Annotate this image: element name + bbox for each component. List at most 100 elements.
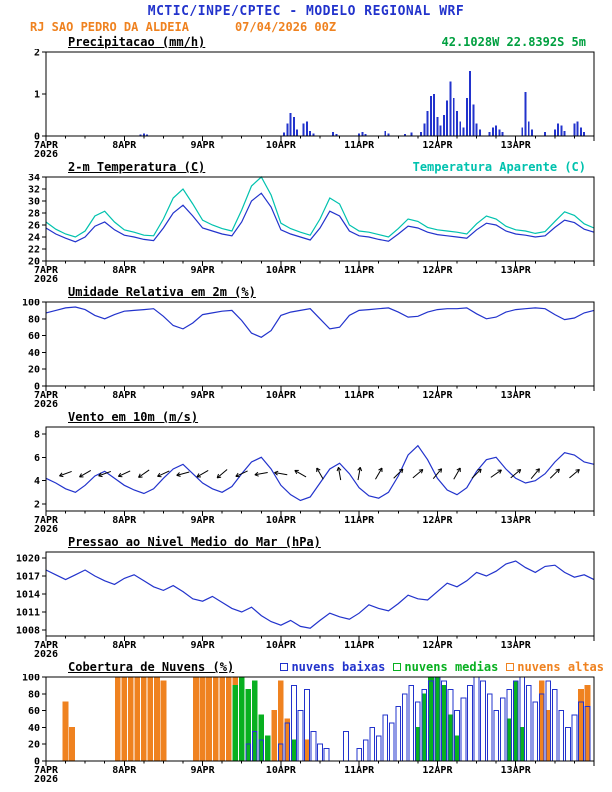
- svg-text:26: 26: [28, 221, 40, 232]
- panel-pressure: Pressao ao Nivel Medio do Mar (hPa) 1008…: [0, 534, 612, 659]
- svg-text:0: 0: [34, 132, 40, 143]
- panel-title-humidity: Umidade Relativa em 2m (%): [68, 285, 256, 299]
- svg-text:6: 6: [34, 453, 40, 464]
- svg-text:12APR: 12APR: [422, 140, 453, 151]
- panel-wind: Vento em 10m (m/s) 2 4 6 8 7APR 8APR 9APR 10APR…: [0, 409, 612, 534]
- legend-apparent-temperature: Temperatura Aparente (C): [412, 160, 586, 174]
- svg-text:40: 40: [28, 723, 40, 734]
- svg-text:9APR: 9APR: [191, 140, 216, 151]
- svg-text:4: 4: [34, 476, 40, 487]
- svg-text:9APR: 9APR: [191, 265, 216, 276]
- svg-text:8: 8: [34, 430, 40, 441]
- svg-text:32: 32: [28, 185, 40, 196]
- panel-humidity: Umidade Relativa em 2m (%) 0 20 40 60 80 100 7…: [0, 284, 612, 409]
- legend-swatch-nuvens-baixas: [280, 663, 289, 671]
- svg-text:10APR: 10APR: [266, 390, 297, 401]
- svg-text:2: 2: [34, 500, 40, 511]
- svg-text:13APR: 13APR: [501, 515, 532, 526]
- svg-text:24: 24: [28, 233, 40, 244]
- svg-text:9APR: 9APR: [191, 765, 216, 776]
- station-name: RJ SAO PEDRO DA ALDEIA: [30, 20, 189, 34]
- page-header: MCTIC/INPE/CPTEC - MODELO REGIONAL WRF R…: [0, 0, 612, 34]
- svg-text:1020: 1020: [16, 554, 40, 565]
- svg-text:2: 2: [34, 49, 40, 59]
- svg-text:2026: 2026: [34, 149, 58, 159]
- svg-text:11APR: 11APR: [344, 140, 375, 151]
- svg-text:12APR: 12APR: [422, 640, 453, 651]
- svg-text:7APR: 7APR: [34, 390, 59, 401]
- svg-text:8APR: 8APR: [112, 265, 137, 276]
- cloud-legend: nuvens baixas nuvens medias nuvens altas: [280, 660, 604, 674]
- legend-label-nuvens-medias: nuvens medias: [404, 660, 499, 674]
- station-line: RJ SAO PEDRO DA ALDEIA 07/04/2026 00Z: [0, 20, 612, 34]
- svg-text:7APR: 7APR: [34, 140, 59, 151]
- legend-item-nuvens-medias: nuvens medias: [393, 660, 498, 674]
- svg-text:7APR: 7APR: [34, 265, 59, 276]
- svg-text:1: 1: [34, 90, 40, 101]
- svg-text:2026: 2026: [34, 649, 58, 659]
- precipitation-plot: 0 1 2 7APR 8APR 9APR 10APR 11APR 12APR 13APR 2026: [34, 49, 595, 159]
- svg-text:9APR: 9APR: [191, 515, 216, 526]
- svg-text:10APR: 10APR: [266, 515, 297, 526]
- svg-text:1011: 1011: [16, 608, 40, 619]
- svg-text:10APR: 10APR: [266, 265, 297, 276]
- panel-cloud-cover: Cobertura de Nuvens (%) nuvens baixas nu…: [0, 659, 612, 784]
- cloud-cover-plot: 0 20 40 60 80 100 7APR 8APR 9APR 10APR 11APR 12APR 1…: [22, 674, 595, 784]
- svg-text:2026: 2026: [34, 274, 58, 284]
- svg-text:9APR: 9APR: [191, 390, 216, 401]
- svg-text:12APR: 12APR: [422, 515, 453, 526]
- svg-text:8APR: 8APR: [112, 640, 137, 651]
- legend-swatch-nuvens-medias: [393, 663, 402, 671]
- panel-title-wind: Vento em 10m (m/s): [68, 410, 199, 424]
- panel-title-temperature: 2-m Temperatura (C): [68, 160, 206, 174]
- svg-text:8APR: 8APR: [112, 140, 137, 151]
- svg-text:0: 0: [34, 382, 40, 393]
- panel-title-cloud-cover: Cobertura de Nuvens (%): [68, 660, 235, 674]
- svg-text:13APR: 13APR: [501, 140, 532, 151]
- svg-text:11APR: 11APR: [344, 265, 375, 276]
- svg-text:60: 60: [28, 331, 40, 342]
- panel-title-precipitation: Precipitacao (mm/h): [68, 35, 206, 49]
- svg-text:2026: 2026: [34, 399, 58, 409]
- svg-text:28: 28: [28, 209, 40, 220]
- legend-swatch-nuvens-altas: [506, 663, 515, 671]
- svg-text:11APR: 11APR: [344, 640, 375, 651]
- svg-text:20: 20: [28, 365, 40, 376]
- svg-text:13APR: 13APR: [501, 640, 532, 651]
- svg-text:22: 22: [28, 245, 40, 256]
- legend-item-nuvens-baixas: nuvens baixas: [280, 660, 385, 674]
- svg-text:80: 80: [28, 314, 40, 325]
- svg-text:11APR: 11APR: [344, 765, 375, 776]
- svg-text:1017: 1017: [16, 572, 40, 583]
- pressure-plot: 1008 1011 1014 1017 1020 7APR 8APR 9APR 10APR 11A…: [16, 551, 595, 659]
- svg-text:7APR: 7APR: [34, 515, 59, 526]
- svg-text:0: 0: [34, 757, 40, 768]
- svg-text:7APR: 7APR: [34, 640, 59, 651]
- svg-text:10APR: 10APR: [266, 640, 297, 651]
- svg-text:11APR: 11APR: [344, 515, 375, 526]
- humidity-plot: 0 20 40 60 80 100 7APR 8APR 9APR 10APR 11APR 12APR 1…: [22, 299, 595, 409]
- svg-text:8APR: 8APR: [112, 390, 137, 401]
- svg-text:1008: 1008: [16, 626, 40, 637]
- svg-text:11APR: 11APR: [344, 390, 375, 401]
- svg-text:20: 20: [28, 740, 40, 751]
- svg-text:34: 34: [28, 174, 40, 184]
- svg-text:12APR: 12APR: [422, 765, 453, 776]
- wind-plot: 2 4 6 8 7APR 8APR 9APR 10APR 11APR 12APR 13APR 2026: [34, 426, 595, 534]
- panel-title-pressure: Pressao ao Nivel Medio do Mar (hPa): [68, 535, 321, 549]
- svg-text:9APR: 9APR: [191, 640, 216, 651]
- svg-text:30: 30: [28, 197, 40, 208]
- legend-label-nuvens-altas: nuvens altas: [517, 660, 604, 674]
- svg-text:2026: 2026: [34, 524, 58, 534]
- svg-text:13APR: 13APR: [501, 265, 532, 276]
- svg-text:7APR: 7APR: [34, 765, 59, 776]
- svg-text:8APR: 8APR: [112, 515, 137, 526]
- svg-text:1014: 1014: [16, 590, 40, 601]
- svg-text:60: 60: [28, 706, 40, 717]
- panel-temperature: 2-m Temperatura (C) Temperatura Aparente…: [0, 159, 612, 284]
- panel-precipitation: Precipitacao (mm/h) 42.1028W 22.8392S 5m…: [0, 34, 612, 159]
- legend-item-nuvens-altas: nuvens altas: [506, 660, 604, 674]
- svg-text:100: 100: [22, 674, 40, 684]
